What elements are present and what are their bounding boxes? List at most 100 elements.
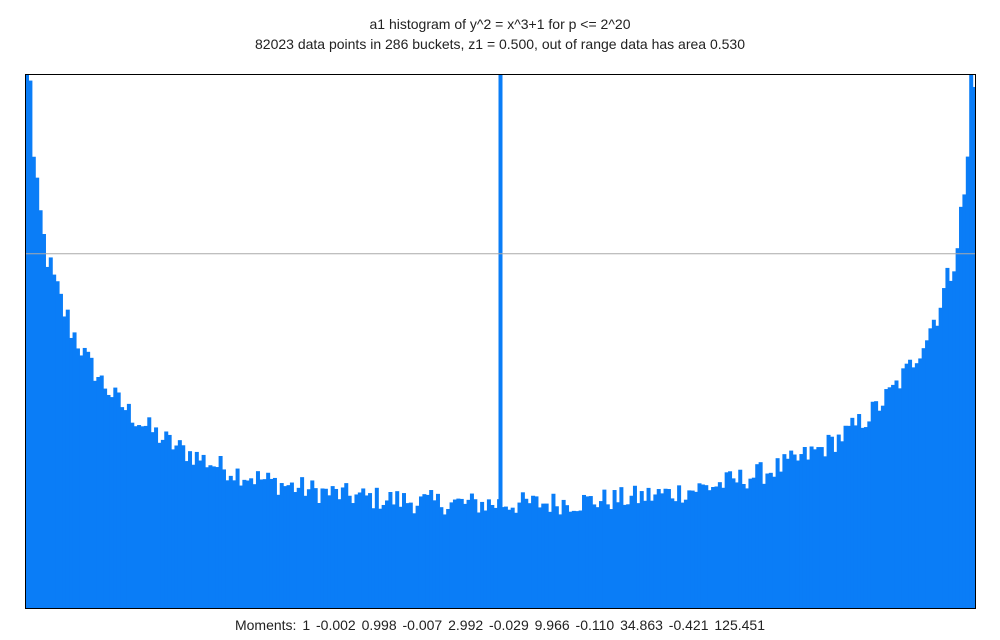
histogram-bar — [962, 194, 967, 609]
histogram-bar — [463, 503, 468, 609]
histogram-bar — [782, 454, 787, 609]
histogram-bar — [143, 425, 148, 609]
histogram-bar — [588, 496, 593, 609]
histogram-bar — [558, 514, 563, 609]
histogram-bar — [663, 488, 668, 609]
histogram-bar — [826, 434, 831, 609]
histogram-bar — [456, 498, 461, 609]
histogram-bar — [473, 499, 478, 609]
histogram-bar — [683, 499, 688, 609]
histogram-bar — [942, 288, 947, 609]
histogram-bar — [469, 493, 474, 609]
histogram-bar — [673, 501, 678, 609]
histogram-bar — [565, 505, 570, 609]
histogram-bar — [925, 340, 930, 609]
histogram-bar — [150, 432, 155, 609]
histogram-bar — [378, 508, 383, 609]
histogram-bar — [904, 363, 909, 609]
histogram-bar — [819, 447, 824, 609]
histogram-bar — [89, 357, 94, 609]
histogram-bar — [524, 498, 529, 609]
histogram-bar — [313, 488, 318, 609]
histogram-bar — [846, 425, 851, 609]
histogram-bar — [340, 487, 345, 609]
histogram-bar — [959, 206, 964, 609]
histogram-bar — [734, 482, 739, 609]
histogram-bar — [840, 441, 845, 609]
moments-readout: Moments: 1 -0.002 0.998 -0.007 2.992 -0.… — [234, 617, 765, 633]
histogram-bar — [741, 484, 746, 609]
histogram-bar — [877, 410, 882, 609]
histogram-bar — [548, 511, 553, 609]
histogram-bar — [480, 501, 485, 609]
histogram-bar — [772, 476, 777, 609]
histogram-bar — [364, 495, 369, 609]
histogram-bar — [262, 479, 267, 609]
histogram-bar — [25, 74, 29, 609]
histogram-bar — [948, 280, 953, 609]
histogram-bar — [317, 503, 322, 609]
histogram-bar — [293, 492, 298, 609]
histogram-bar — [395, 491, 400, 609]
histogram-bar — [435, 493, 440, 609]
histogram-bar — [289, 482, 294, 609]
histogram-bar — [646, 487, 651, 609]
histogram-bar — [690, 490, 695, 609]
histogram-bar — [707, 490, 712, 609]
histogram-bar — [863, 427, 868, 609]
histogram-bar — [955, 248, 960, 609]
histogram-bar — [137, 425, 142, 609]
histogram-bar — [164, 431, 169, 609]
histogram-bar — [507, 509, 512, 609]
histogram-bar — [714, 486, 719, 609]
chart-subtitle: 82023 data points in 286 buckets, z1 = 0… — [255, 36, 745, 52]
histogram-bar — [283, 486, 288, 609]
histogram-bar — [622, 504, 627, 609]
histogram-bar — [323, 488, 328, 609]
histogram-bar — [697, 483, 702, 609]
histogram-bar — [432, 500, 437, 609]
histogram-bar — [201, 454, 206, 609]
histogram-bar — [459, 498, 464, 609]
histogram-bar — [177, 440, 182, 609]
histogram-bar — [765, 473, 770, 609]
histogram-bar — [972, 86, 976, 609]
histogram-bar — [133, 426, 138, 609]
histogram-bar — [897, 388, 902, 609]
histogram-bar — [198, 460, 203, 609]
histogram-bar — [490, 504, 495, 609]
histogram-bar — [632, 485, 637, 609]
histogram-bar — [700, 484, 705, 609]
histogram-bar — [816, 447, 821, 609]
histogram-bar — [639, 491, 644, 609]
histogram-bar — [762, 483, 767, 609]
histogram-bar — [952, 271, 957, 609]
histogram-bar — [232, 480, 237, 609]
histogram-bar — [82, 347, 87, 609]
histogram-bar — [660, 493, 665, 609]
histogram-bar — [344, 483, 349, 609]
histogram-bar — [626, 504, 631, 609]
histogram-bar — [931, 319, 936, 609]
histogram-bar — [874, 401, 879, 609]
histogram-bar — [167, 434, 172, 609]
histogram-bar — [28, 80, 33, 609]
histogram-bar — [449, 502, 454, 609]
histogram-bar — [45, 266, 50, 609]
histogram-bar — [751, 477, 756, 609]
histogram-bar — [857, 414, 862, 609]
histogram-bar — [554, 506, 559, 609]
histogram-bar — [541, 503, 546, 609]
histogram-bar — [62, 316, 67, 609]
histogram-bar — [928, 328, 933, 609]
histogram-bar — [103, 388, 108, 609]
histogram-bar — [666, 489, 671, 609]
histogram-bar — [582, 494, 587, 609]
histogram-bar — [194, 451, 199, 609]
histogram-bar — [391, 504, 396, 609]
histogram-bar — [592, 504, 597, 609]
histogram-bar — [483, 510, 488, 609]
histogram-bar — [235, 468, 240, 609]
histogram-bar — [330, 486, 335, 609]
histogram-bar — [921, 348, 926, 609]
